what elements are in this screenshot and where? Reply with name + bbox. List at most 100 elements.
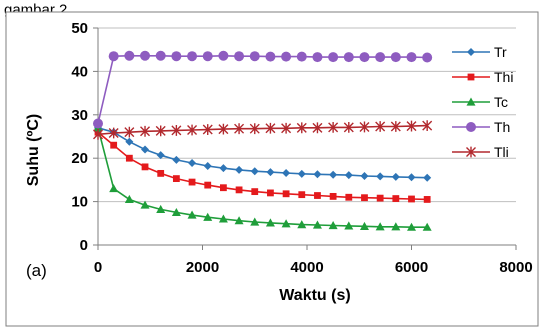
data-point	[249, 123, 260, 135]
data-point	[361, 194, 368, 202]
data-point	[109, 184, 119, 193]
y-tick-label: 20	[71, 150, 88, 167]
legend-marker	[466, 146, 476, 158]
data-point	[155, 50, 166, 61]
chart-border	[5, 11, 539, 327]
data-point	[312, 52, 323, 63]
data-point	[202, 124, 213, 135]
data-point	[360, 171, 369, 180]
data-point	[422, 222, 432, 231]
legend: Tr Thi Tc Th Tli	[452, 44, 513, 160]
data-point	[296, 122, 307, 134]
y-axis-title: Suhu (ºC)	[25, 114, 42, 187]
data-point	[376, 172, 385, 181]
data-point	[250, 217, 260, 226]
data-point	[265, 218, 275, 227]
y-tick-label: 10	[71, 194, 88, 211]
data-point	[423, 196, 431, 203]
legend-marker	[467, 73, 475, 81]
y-tick-label: 40	[71, 63, 88, 80]
data-point	[359, 221, 369, 230]
data-point	[281, 219, 291, 228]
data-point	[344, 171, 353, 180]
x-tick-label: 2000	[186, 259, 219, 276]
data-point	[218, 123, 229, 135]
data-point	[375, 222, 385, 231]
data-point	[312, 220, 322, 229]
data-point	[422, 120, 433, 132]
data-point	[234, 216, 244, 225]
data-point	[312, 122, 323, 134]
data-point	[408, 195, 415, 203]
data-point	[188, 178, 196, 186]
legend-label: Thi	[494, 69, 513, 85]
x-tick-label: 6000	[395, 259, 428, 276]
data-point	[328, 52, 339, 63]
data-point	[187, 51, 198, 62]
data-point	[187, 124, 198, 136]
series-line	[97, 124, 428, 136]
data-point	[265, 51, 276, 62]
data-point	[93, 118, 103, 129]
data-point	[298, 191, 306, 199]
data-point	[297, 220, 307, 229]
data-point	[155, 125, 166, 137]
data-point	[235, 165, 244, 174]
data-point	[314, 192, 321, 199]
series-tli	[93, 120, 433, 140]
data-point	[234, 51, 245, 62]
data-point	[140, 50, 151, 61]
x-tick-label: 4000	[290, 259, 323, 276]
data-point	[329, 192, 337, 200]
legend-label: Tr	[494, 44, 507, 60]
series-line	[97, 131, 428, 201]
legend-label: Th	[494, 119, 510, 135]
series-tr	[94, 123, 432, 182]
data-point	[343, 121, 354, 133]
data-point	[125, 137, 134, 146]
data-point	[267, 189, 274, 197]
gridlines	[98, 27, 516, 203]
legend-label: Tc	[494, 94, 508, 110]
series-th	[93, 50, 433, 129]
data-point	[204, 181, 212, 189]
data-point	[141, 163, 149, 171]
data-point	[328, 121, 339, 133]
data-point	[328, 220, 338, 230]
series-thi	[94, 128, 431, 203]
legend-entry-thi: Thi	[452, 69, 513, 85]
data-point	[313, 170, 322, 179]
data-point	[266, 168, 275, 177]
data-point	[124, 50, 135, 61]
data-point	[220, 184, 227, 192]
series-line	[97, 54, 428, 124]
data-point	[141, 145, 150, 154]
data-point	[235, 186, 243, 194]
data-point	[108, 51, 119, 62]
data-point	[156, 151, 165, 160]
data-point	[202, 51, 213, 62]
data-point	[406, 52, 417, 63]
data-point	[407, 222, 416, 231]
data-point	[188, 158, 197, 167]
legend-entry-th: Th	[452, 119, 510, 135]
y-tick-label: 0	[80, 237, 88, 254]
data-point	[218, 50, 229, 61]
data-point	[406, 120, 417, 132]
data-point	[110, 141, 118, 149]
data-point	[203, 212, 213, 221]
data-point	[234, 123, 245, 135]
x-tick-label: 8000	[499, 259, 532, 276]
data-point	[249, 51, 260, 62]
data-point	[392, 195, 400, 202]
data-point	[219, 164, 228, 173]
series-layer	[93, 50, 433, 231]
data-point	[281, 51, 292, 62]
data-point	[344, 221, 354, 230]
x-axis-title: Waktu (s)	[279, 287, 350, 304]
data-point	[125, 154, 133, 162]
data-point	[359, 121, 370, 133]
data-point	[124, 194, 134, 204]
data-point	[375, 121, 386, 132]
data-point	[390, 121, 401, 132]
